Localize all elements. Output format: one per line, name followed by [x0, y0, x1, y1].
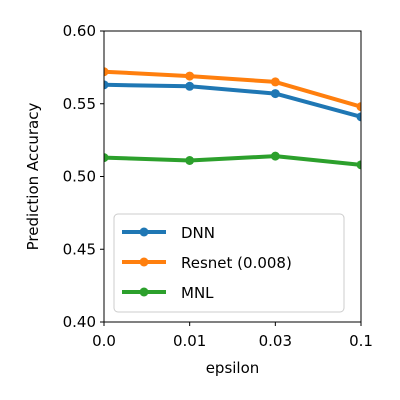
data-point [356, 112, 361, 122]
series-2 [104, 151, 361, 170]
series-0 [104, 80, 361, 122]
series-line [104, 69, 361, 109]
data-point [104, 153, 109, 163]
y-tick-label: 0.45 [63, 240, 96, 258]
data-point [104, 67, 109, 77]
legend: DNN Resnet (0.008) MNL [113, 213, 345, 313]
y-axis-label: Prediction Accuracy [24, 103, 42, 251]
legend-entry: Resnet (0.008) [122, 254, 292, 272]
data-point [185, 81, 195, 91]
legend-entry: DNN [122, 224, 215, 242]
y-tick-label: 0.50 [63, 168, 96, 186]
legend-marker [139, 257, 149, 267]
data-point [356, 160, 361, 170]
data-point [270, 77, 280, 87]
legend-marker [139, 227, 149, 237]
x-tick-label: 0.01 [173, 332, 206, 350]
legend-marker [139, 287, 149, 297]
y-tick-label: 0.60 [63, 22, 96, 40]
legend-label: MNL [181, 284, 214, 302]
y-tick-label: 0.40 [63, 313, 96, 331]
legend-label: Resnet (0.008) [181, 254, 292, 272]
legend-box [113, 213, 345, 313]
data-point [270, 151, 280, 161]
axes: 0.40 0.45 0.50 0.55 0.60 0.0 0.01 0.03 0.1 [63, 22, 373, 350]
data-point [185, 71, 195, 81]
data-point [185, 155, 195, 165]
data-point [270, 89, 280, 99]
x-tick-label: 0.03 [259, 332, 292, 350]
series-line [104, 154, 361, 167]
series-layer [104, 67, 361, 170]
series-1 [104, 67, 361, 112]
legend-label: DNN [181, 224, 215, 242]
legend-entry: MNL [122, 284, 214, 302]
series-line [104, 82, 361, 119]
data-point [356, 102, 361, 112]
x-tick-label: 0.1 [349, 332, 373, 350]
x-tick-label: 0.0 [92, 332, 116, 350]
x-axis-label: epsilon [206, 359, 260, 377]
data-point [104, 80, 109, 90]
y-tick-label: 0.55 [63, 95, 96, 113]
